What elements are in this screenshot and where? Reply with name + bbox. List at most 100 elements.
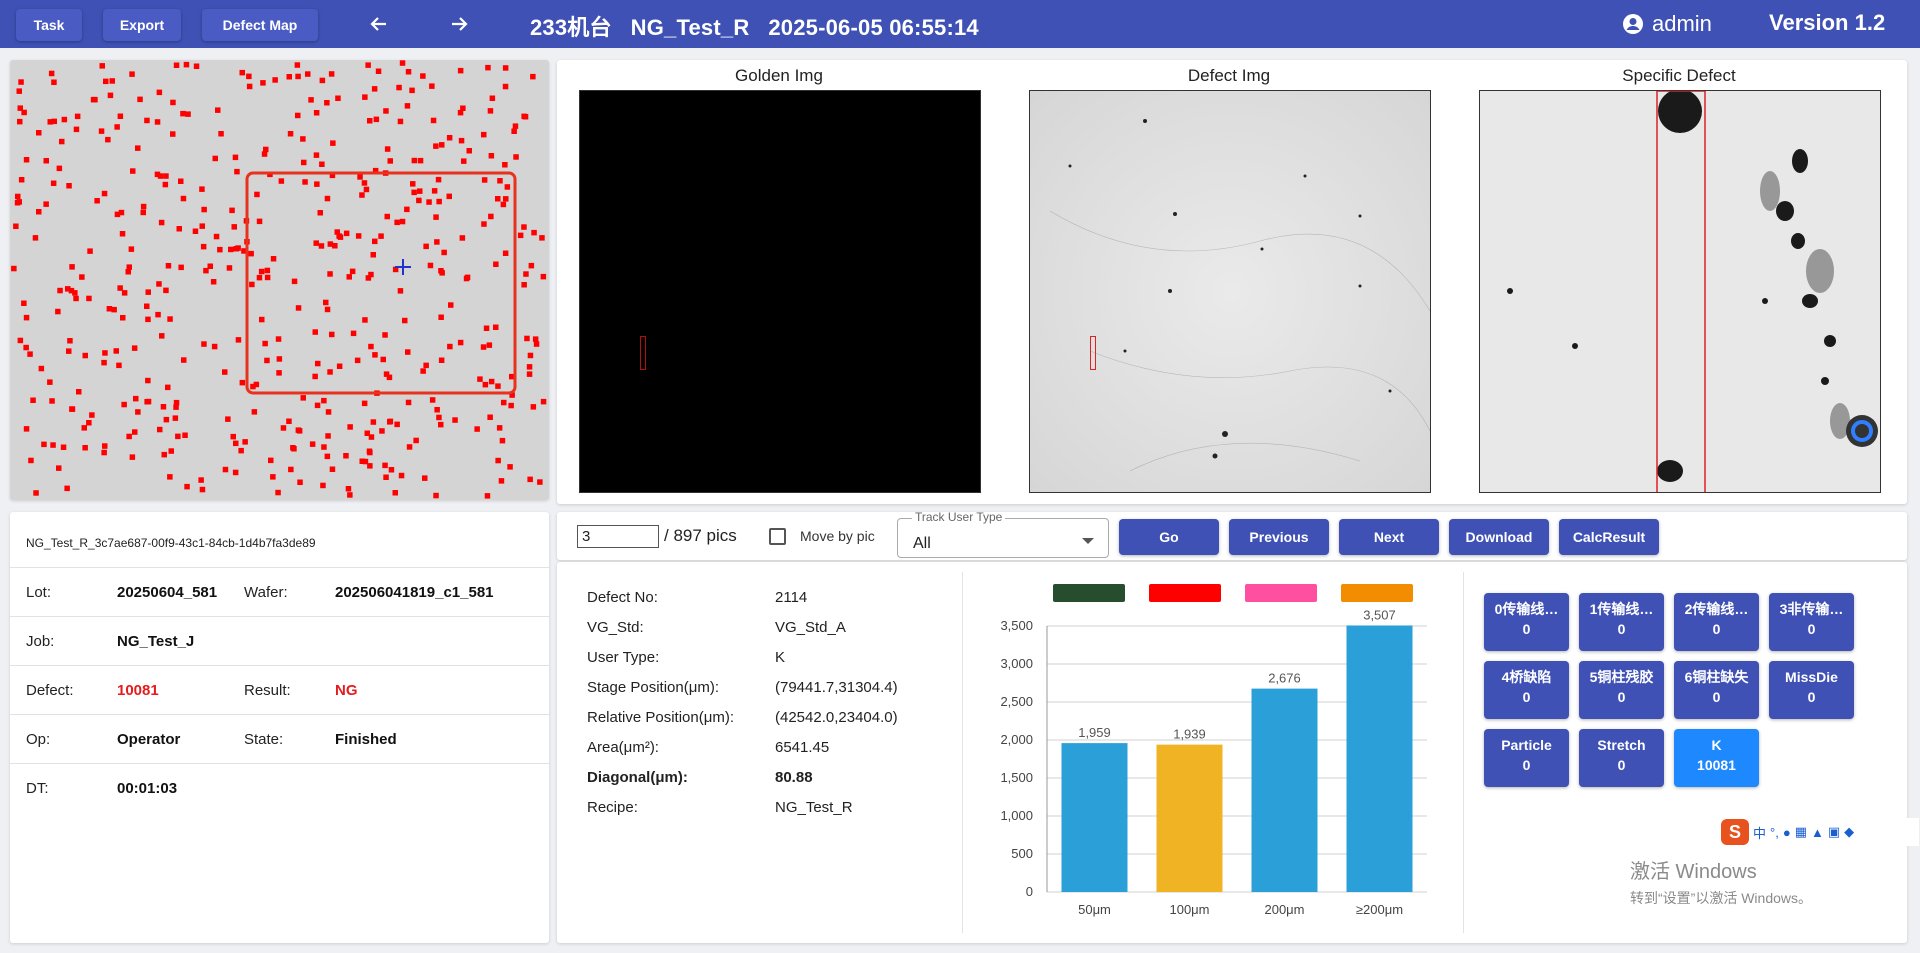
defect-point	[320, 482, 326, 489]
defect-point	[446, 135, 453, 141]
category-button[interactable]: K 10081	[1674, 729, 1759, 787]
category-count: 0	[1807, 621, 1816, 637]
keyboard-icon[interactable]: ▦	[1794, 824, 1807, 839]
bar[interactable]	[1251, 688, 1318, 892]
defect-point	[448, 302, 454, 308]
bar[interactable]	[1346, 625, 1413, 892]
defect-point	[43, 158, 49, 164]
legend-swatch[interactable]	[1149, 584, 1221, 602]
defect-map-button[interactable]: Defect Map	[202, 9, 318, 41]
calc-result-button[interactable]: CalcResult	[1559, 519, 1659, 555]
export-button[interactable]: Export	[103, 9, 181, 41]
selection-rect[interactable]	[245, 171, 517, 395]
category-button[interactable]: MissDie 0	[1769, 661, 1854, 719]
tools-icon[interactable]: ◆	[1844, 824, 1855, 839]
defect-point	[489, 95, 496, 101]
defect-point	[481, 131, 487, 138]
wafer-map[interactable]	[10, 60, 549, 500]
defect-point	[319, 77, 326, 84]
track-user-type-select[interactable]: Track User Type All	[897, 512, 1109, 558]
move-by-pic-checkbox[interactable]	[769, 528, 786, 545]
defect-point	[429, 397, 436, 403]
defect-point	[145, 316, 151, 323]
defect-point	[225, 416, 231, 422]
microphone-icon[interactable]: ●	[1782, 824, 1791, 840]
defect-point	[270, 256, 277, 262]
task-button[interactable]: Task	[16, 9, 82, 41]
defect-point	[364, 430, 370, 436]
legend-swatch[interactable]	[1245, 584, 1317, 602]
previous-button[interactable]: Previous	[1229, 519, 1329, 555]
defect-point	[81, 425, 87, 431]
category-button[interactable]: 6铜柱缺失 0	[1674, 661, 1759, 719]
data-label: 1,959	[1078, 725, 1111, 740]
version-label: Version 1.2	[1769, 10, 1886, 35]
page-input[interactable]: 3	[577, 525, 659, 548]
defect-image[interactable]	[1029, 90, 1431, 493]
defect-point	[297, 479, 303, 485]
legend-swatch[interactable]	[1053, 584, 1125, 602]
defect-point	[481, 221, 487, 227]
category-button[interactable]: 5铜柱残胶 0	[1579, 661, 1664, 719]
back-arrow-icon[interactable]	[364, 10, 394, 38]
defect-point	[215, 107, 221, 113]
defect-point	[321, 444, 327, 450]
defect-point	[105, 136, 111, 143]
defect-point	[17, 118, 23, 125]
defect-point	[69, 264, 75, 270]
defect-point	[361, 180, 368, 186]
defect-point	[113, 348, 119, 354]
category-button[interactable]: 4桥缺陷 0	[1484, 661, 1569, 719]
category-count: 0	[1807, 689, 1816, 705]
user-menu[interactable]: admin	[1622, 11, 1712, 37]
defect-point	[328, 71, 335, 77]
ime-mode[interactable]: 中	[1753, 825, 1767, 841]
category-button[interactable]: 0传输线… 0	[1484, 593, 1569, 651]
specific-defect-image[interactable]	[1479, 90, 1881, 493]
defect-point	[140, 203, 147, 210]
info-row-dt: DT: 00:01:03	[10, 763, 549, 812]
defect-point	[405, 69, 412, 75]
category-button[interactable]: 3非传输… 0	[1769, 593, 1854, 651]
defect-point	[51, 118, 57, 125]
apps-icon[interactable]: ▣	[1827, 824, 1841, 839]
y-tick-label: 2,500	[1000, 694, 1033, 709]
defect-dots	[11, 60, 547, 499]
defect-point	[163, 173, 169, 179]
category-button[interactable]: Stretch 0	[1579, 729, 1664, 787]
legend-swatch[interactable]	[1341, 584, 1413, 602]
defect-point	[500, 201, 507, 208]
defect-point	[383, 474, 389, 480]
category-button[interactable]: 1传输线… 0	[1579, 593, 1664, 651]
punctuation-icon[interactable]: °,	[1770, 824, 1779, 840]
forward-arrow-icon[interactable]	[444, 10, 474, 38]
defect-point	[18, 177, 25, 183]
category-label: 6铜柱缺失	[1684, 669, 1749, 685]
navigation-toolbar: 3 / 897 pics Move by pic Track User Type…	[557, 512, 1907, 560]
defect-point	[135, 409, 141, 415]
defect-point	[86, 295, 92, 302]
golden-image[interactable]	[579, 90, 981, 493]
defect-point	[66, 348, 72, 354]
bar[interactable]	[1156, 744, 1223, 892]
defect-point	[262, 340, 268, 347]
defect-point	[399, 218, 406, 225]
defect-point	[259, 316, 265, 323]
go-button[interactable]: Go	[1119, 519, 1219, 555]
skin-icon[interactable]: ▲	[1810, 824, 1824, 840]
defect-point	[11, 265, 17, 272]
defect-point	[438, 357, 445, 363]
x-tick-label: 200μm	[1264, 902, 1304, 917]
bar[interactable]	[1061, 743, 1128, 892]
category-label: 1传输线…	[1589, 601, 1654, 617]
category-button[interactable]: 2传输线… 0	[1674, 593, 1759, 651]
wafer-defect-plot[interactable]	[10, 60, 549, 500]
defect-point	[67, 338, 73, 344]
defect-point	[163, 287, 169, 294]
defect-point	[365, 62, 371, 68]
download-button[interactable]: Download	[1449, 519, 1549, 555]
defect-point	[268, 457, 274, 464]
next-button[interactable]: Next	[1339, 519, 1439, 555]
ime-toolbar[interactable]: S 中 °, ● ▦ ▲ ▣ ◆	[1719, 818, 1919, 846]
category-button[interactable]: Particle 0	[1484, 729, 1569, 787]
